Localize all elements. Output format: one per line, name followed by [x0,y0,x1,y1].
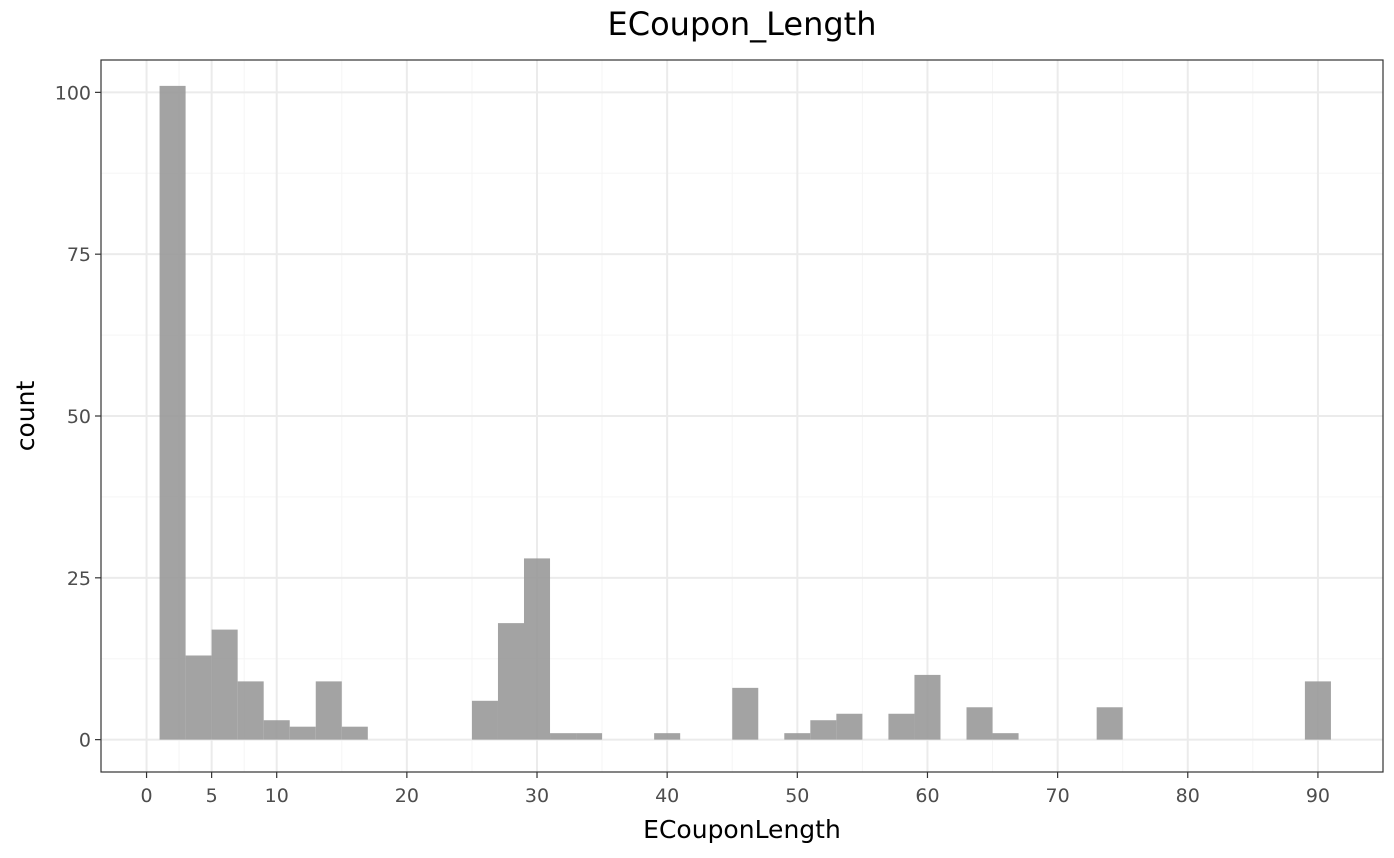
histogram-bar [471,700,498,740]
histogram-bar [341,726,368,740]
x-tick-label: 40 [655,785,679,807]
chart-title: ECoupon_Length [608,5,877,43]
y-axis-title: count [11,381,40,452]
y-tick-label: 75 [67,244,91,266]
x-tick-label: 60 [915,785,939,807]
histogram-bar [211,629,238,740]
histogram-bar [836,713,863,740]
histogram-bar [888,713,915,740]
y-tick-label: 100 [55,82,91,104]
histogram-bar [497,623,524,740]
x-axis-title: ECouponLength [643,815,841,844]
y-tick-label: 50 [67,406,91,428]
histogram-bar [966,707,993,740]
x-tick-label: 30 [525,785,549,807]
x-tick-label: 20 [395,785,419,807]
y-tick-label: 25 [67,568,91,590]
x-tick-label: 80 [1176,785,1200,807]
histogram-bar [263,720,290,740]
x-tick-label: 50 [785,785,809,807]
histogram-bar [159,85,186,740]
histogram-bar [315,681,342,740]
histogram-bar [523,558,551,740]
x-tick-label: 90 [1306,785,1330,807]
x-axis: 0 5 10 20 30 40 50 60 70 80 90 [141,772,1330,807]
histogram-bar [654,733,681,740]
histogram-bar [810,720,837,740]
bars [159,85,1331,740]
histogram-bar [732,687,759,740]
x-tick-label: 0 [141,785,153,807]
histogram-bar [784,733,811,740]
histogram-bar [1304,681,1331,740]
histogram-bar [237,681,264,740]
y-tick-label: 0 [79,730,91,752]
y-axis: 0 25 50 75 100 [55,82,101,752]
histogram-bar [576,733,603,740]
x-tick-label: 10 [265,785,289,807]
histogram-bar [185,655,212,740]
x-tick-label: 70 [1046,785,1070,807]
histogram-bar [550,733,577,740]
histogram-bar [992,733,1019,740]
histogram-bar [1096,707,1123,740]
histogram-bar [289,726,316,740]
major-grid [101,60,1383,772]
histogram-bar [914,674,941,740]
x-tick-label: 5 [206,785,218,807]
